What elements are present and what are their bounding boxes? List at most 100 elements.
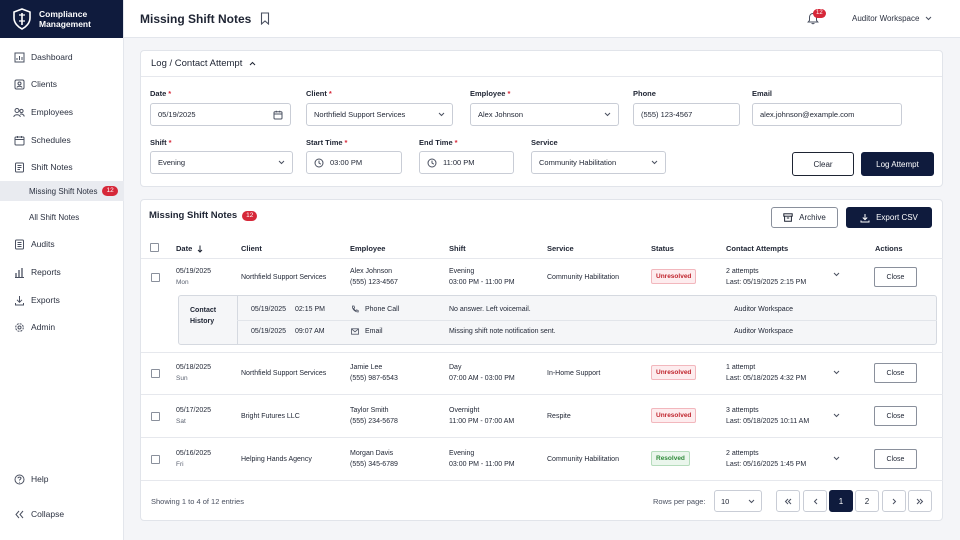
sidebar-item-label: Employees — [31, 107, 74, 117]
entries-summary: Showing 1 to 4 of 12 entries — [151, 497, 244, 506]
history-method: Email — [365, 328, 383, 335]
bookmark-icon[interactable] — [260, 12, 270, 25]
shift-label: Shift * — [150, 138, 172, 147]
collapse-label: Collapse — [31, 509, 65, 519]
log-attempt-button[interactable]: Log Attempt — [861, 152, 934, 176]
column-header-client[interactable]: Client — [241, 244, 262, 253]
status-badge: Resolved — [651, 451, 690, 466]
rows-per-page-select[interactable]: 10 — [714, 490, 762, 512]
sidebar-subitem-label: Missing Shift Notes — [29, 186, 98, 196]
select-all-checkbox[interactable] — [150, 243, 159, 252]
sidebar-item-reports[interactable]: Reports — [0, 261, 124, 283]
email-icon — [351, 328, 359, 335]
prev-page-button[interactable] — [803, 490, 827, 512]
workspace-label: Auditor Workspace — [852, 14, 920, 23]
column-header-contact-attempts[interactable]: Contact Attempts — [726, 244, 789, 253]
sidebar-item-shift-notes[interactable]: Shift Notes — [0, 156, 124, 178]
phone-field[interactable]: (555) 123-4567 — [633, 103, 740, 126]
column-header-service[interactable]: Service — [547, 244, 574, 253]
row-divider — [141, 437, 943, 438]
sidebar-help[interactable]: Help — [0, 468, 124, 490]
workspace-switcher[interactable]: Auditor Workspace — [852, 14, 932, 23]
next-page-button[interactable] — [882, 490, 906, 512]
sidebar-item-label: Admin — [31, 322, 56, 332]
missing-shift-notes-card — [140, 199, 943, 521]
export-csv-button[interactable]: Export CSV — [846, 207, 932, 228]
close-row-button[interactable]: Close — [874, 267, 917, 287]
sidebar-item-exports[interactable]: Exports — [0, 289, 124, 311]
double-chevron-left-icon — [784, 498, 792, 505]
chevron-down-icon[interactable] — [833, 272, 840, 277]
history-by: Auditor Workspace — [734, 328, 794, 335]
row-contact-attempts: 1 attempt Last: 05/18/2025 4:32 PM — [726, 364, 807, 382]
export-csv-label: Export CSV — [876, 213, 918, 222]
first-page-button[interactable] — [776, 490, 800, 512]
sidebar-subitem-label: All Shift Notes — [29, 212, 80, 222]
sidebar-item-admin[interactable]: Admin — [0, 316, 124, 338]
row-checkbox[interactable] — [151, 455, 160, 464]
employees-icon — [12, 105, 26, 119]
shift-select[interactable]: Evening — [150, 151, 293, 174]
sidebar-item-label: Audits — [31, 239, 55, 249]
employee-select[interactable]: Alex Johnson — [470, 103, 619, 126]
brand-name-line2: Management — [39, 19, 91, 29]
chevron-down-icon[interactable] — [833, 456, 840, 461]
sidebar-subitem-all-shift-notes[interactable]: All Shift Notes — [0, 207, 124, 227]
row-checkbox[interactable] — [151, 412, 160, 421]
notifications-badge: 12 — [813, 9, 826, 18]
sidebar-subitem-missing-shift-notes[interactable]: Missing Shift Notes 12 — [0, 181, 124, 201]
chevron-down-icon[interactable] — [833, 370, 840, 375]
collapse-icon — [12, 507, 26, 521]
last-page-button[interactable] — [908, 490, 932, 512]
history-note: Missing shift note notification sent. — [449, 328, 556, 335]
phone-icon — [351, 305, 359, 313]
sidebar: Compliance Management Dashboard Clients … — [0, 0, 124, 540]
row-service: Respite — [547, 413, 571, 420]
history-date: 05/19/2025 — [251, 306, 287, 313]
archive-button[interactable]: Archive — [771, 207, 838, 228]
row-date: 05/18/2025 Sun — [176, 364, 212, 382]
email-field[interactable]: alex.johnson@example.com — [752, 103, 902, 126]
close-row-button[interactable]: Close — [874, 363, 917, 383]
date-label: Date * — [150, 89, 172, 98]
calendar-icon[interactable] — [273, 110, 283, 120]
column-header-shift[interactable]: Shift — [449, 244, 466, 253]
sidebar-item-label: Reports — [31, 267, 61, 277]
service-select[interactable]: Community Habilitation — [531, 151, 666, 174]
history-time: 02:15 PM — [295, 306, 325, 313]
date-field[interactable]: 05/19/2025 — [150, 103, 291, 126]
sidebar-item-clients[interactable]: Clients — [0, 73, 124, 95]
page-button-1[interactable]: 1 — [829, 490, 853, 512]
start-time-field[interactable]: 03:00 PM — [306, 151, 402, 174]
column-header-status[interactable]: Status — [651, 244, 674, 253]
log-contact-card-header[interactable]: Log / Contact Attempt — [151, 58, 256, 69]
close-row-button[interactable]: Close — [874, 449, 917, 469]
chevron-down-icon[interactable] — [833, 413, 840, 418]
sidebar-collapse[interactable]: Collapse — [0, 503, 124, 525]
column-header-date[interactable]: Date — [176, 244, 203, 253]
chevron-right-icon — [892, 498, 897, 505]
sidebar-item-audits[interactable]: Audits — [0, 233, 124, 255]
chevron-left-icon — [813, 498, 818, 505]
employee-label: Employee * — [470, 89, 511, 98]
chevron-down-icon — [651, 160, 658, 165]
column-header-employee[interactable]: Employee — [350, 244, 386, 253]
client-label: Client * — [306, 89, 332, 98]
page-button-2[interactable]: 2 — [855, 490, 879, 512]
sidebar-item-schedules[interactable]: Schedules — [0, 129, 124, 151]
row-checkbox[interactable] — [151, 369, 160, 378]
brand-header[interactable]: Compliance Management — [0, 0, 123, 38]
client-select[interactable]: Northfield Support Services — [306, 103, 453, 126]
close-row-button[interactable]: Close — [874, 406, 917, 426]
sidebar-item-employees[interactable]: Employees — [0, 101, 124, 123]
chevron-down-icon — [748, 499, 755, 504]
dashboard-icon — [12, 50, 26, 64]
sidebar-item-dashboard[interactable]: Dashboard — [0, 46, 124, 68]
table-header: Missing Shift Notes 12 — [149, 210, 258, 221]
row-shift: Evening 03:00 PM - 11:00 PM — [449, 450, 515, 468]
end-time-field[interactable]: 11:00 PM — [419, 151, 514, 174]
row-client: Bright Futures LLC — [241, 413, 300, 420]
clear-button[interactable]: Clear — [792, 152, 854, 176]
row-checkbox[interactable] — [151, 273, 160, 282]
row-divider — [141, 352, 943, 353]
